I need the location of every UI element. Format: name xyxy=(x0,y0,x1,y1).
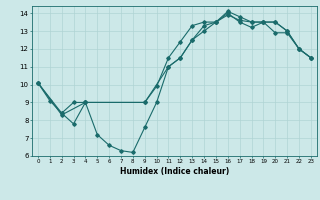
X-axis label: Humidex (Indice chaleur): Humidex (Indice chaleur) xyxy=(120,167,229,176)
